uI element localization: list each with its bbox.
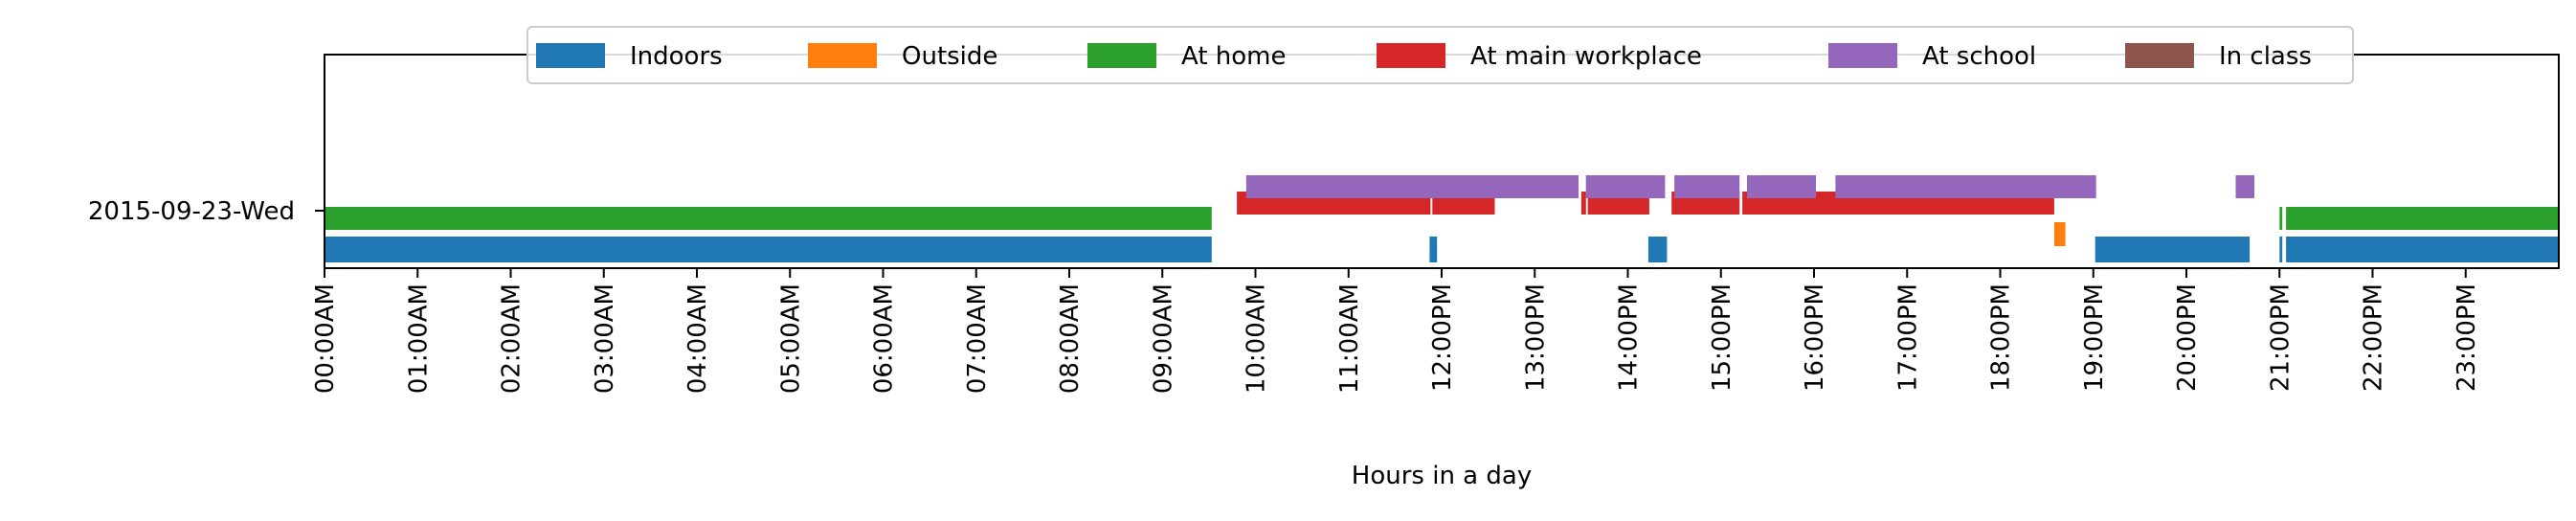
legend-item: At main workplace <box>1377 42 1702 71</box>
bar-indoors <box>2094 237 2251 262</box>
x-tick-label: 08:00AM <box>1056 283 1085 394</box>
x-tick-label: 21:00PM <box>2266 283 2295 392</box>
bar-indoors <box>1429 237 1438 262</box>
legend-label: At school <box>1922 42 2036 71</box>
bar-indoors <box>1647 237 1668 262</box>
legend-item: At school <box>1828 42 2036 71</box>
bar-indoors <box>2279 237 2283 262</box>
legend-label: In class <box>2219 42 2312 71</box>
bar-at-home <box>325 207 1212 230</box>
y-axis-tick: 2015-09-23-Wed <box>88 197 325 226</box>
x-axis-label: Hours in a day <box>1352 462 1532 490</box>
x-tick-label: 17:00PM <box>1893 283 1922 392</box>
bar-indoors <box>2286 237 2559 262</box>
x-axis-ticks: 00:00AM 01:00AM 02:00AM 03:00AM 04:00AM 05:00… <box>311 268 2481 394</box>
bar-at-school <box>1245 175 1579 198</box>
bar-at-home <box>2279 207 2283 230</box>
legend-item: Indoors <box>536 42 723 71</box>
x-tick-label: 18:00PM <box>1987 283 2016 392</box>
interval-bars <box>325 175 2559 262</box>
x-tick-label: 05:00AM <box>776 283 805 394</box>
legend-label: At main workplace <box>1470 42 1702 71</box>
legend-item: Outside <box>808 42 997 71</box>
legend-item: At home <box>1087 42 1287 71</box>
plot-frame <box>324 54 2560 269</box>
legend: Indoors Outside At home At main workplace At… <box>526 26 2354 84</box>
legend-label: Indoors <box>630 42 723 71</box>
x-tick-label: 22:00PM <box>2360 283 2388 392</box>
bar-at-school <box>1835 175 2096 198</box>
x-tick-label: 00:00AM <box>311 283 340 394</box>
bar-at-school <box>1585 175 1666 198</box>
x-tick-label: 23:00PM <box>2453 283 2481 392</box>
legend-label: At home <box>1181 42 1287 71</box>
x-tick-label: 01:00AM <box>404 283 433 394</box>
x-tick-label: 13:00PM <box>1521 283 1550 392</box>
x-tick-label: 11:00AM <box>1335 283 1364 394</box>
x-tick-label: 15:00PM <box>1708 283 1736 392</box>
x-tick-label: 19:00PM <box>2080 283 2109 392</box>
y-tick-label: 2015-09-23-Wed <box>88 197 295 226</box>
x-tick-label: 14:00PM <box>1615 283 1644 392</box>
bar-at-school <box>1674 175 1740 198</box>
x-tick-label: 12:00PM <box>1428 283 1457 392</box>
x-tick-label: 16:00PM <box>1801 283 1829 392</box>
x-tick-label: 04:00AM <box>683 283 712 394</box>
x-tick-label: 10:00AM <box>1243 283 1271 394</box>
legend-swatch <box>808 43 877 68</box>
bar-at-home <box>2286 207 2559 230</box>
legend-swatch <box>536 43 605 68</box>
x-tick-label: 20:00PM <box>2173 283 2202 392</box>
legend-swatch <box>2125 43 2194 68</box>
bar-at-school <box>1747 175 1816 198</box>
legend-item: In class <box>2125 42 2312 71</box>
legend-label: Outside <box>902 42 997 71</box>
bar-indoors <box>325 237 1212 262</box>
x-tick-label: 07:00AM <box>963 283 992 394</box>
x-tick-label: 06:00AM <box>870 283 899 394</box>
legend-swatch <box>1828 43 1897 68</box>
bar-outside <box>2053 222 2066 246</box>
x-tick-label: 02:00AM <box>498 283 526 394</box>
x-tick-label: 03:00AM <box>591 283 619 394</box>
legend-swatch <box>1377 43 1445 68</box>
bar-at-school <box>2235 175 2254 198</box>
legend-swatch <box>1087 43 1156 68</box>
x-tick-label: 09:00AM <box>1149 283 1177 394</box>
bar-at-main-workplace <box>1580 192 1586 215</box>
